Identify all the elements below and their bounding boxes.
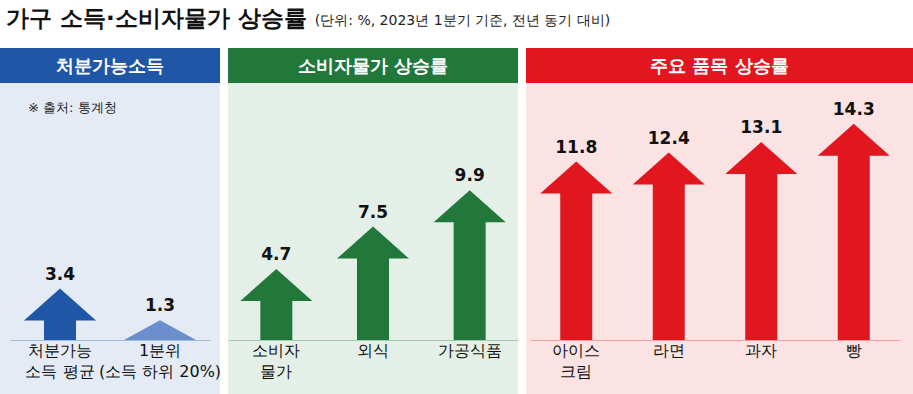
data-label: 7.5: [358, 202, 388, 222]
tick: 1분위 (소득 하위 20%): [99, 340, 221, 381]
panel-title: 주요 품목 상승률: [650, 55, 789, 76]
tick: 외식: [357, 340, 389, 360]
panel-title: 소비자물가 상승률: [298, 55, 448, 76]
arrow-bar: [24, 289, 96, 340]
data-label: 3.4: [45, 264, 75, 284]
plot-area: [540, 124, 890, 340]
tick-label-line: 크림: [560, 362, 592, 381]
tick-label: 과자: [745, 341, 777, 360]
data-label: 4.7: [261, 244, 291, 264]
panel-header: [0, 48, 220, 83]
data-label: 9.9: [455, 165, 485, 185]
data-label: 13.1: [740, 117, 782, 137]
tick-label: 외식: [357, 341, 389, 360]
arrow-bar: [240, 269, 312, 340]
tick-label: 아이스크림: [552, 341, 600, 381]
plot-area: [240, 190, 505, 340]
arrow-bar: [725, 142, 797, 340]
panel-background: [228, 48, 518, 394]
panel: 소비자물가 상승률 4.7 7.5 9.9 소비자물가 외식 가공식품: [228, 48, 519, 394]
tick-label: 소비자물가: [252, 341, 300, 381]
tick-label-line: 라면: [653, 341, 685, 360]
tick-label: 빵: [846, 341, 862, 360]
subtitle: (단위: %, 2023년 1분기 기준, 전년 동기 대비): [315, 12, 611, 28]
plot-area: [24, 289, 196, 340]
panel-background: [526, 48, 913, 394]
arrow-bar: [818, 124, 890, 340]
tick: 빵: [846, 340, 862, 360]
panel: 주요 품목 상승률 11.8 12.4 13.1 14.3 아이스크림 라면 과자 빵: [526, 48, 913, 394]
title: 가구 소득·소비자물가 상승률: [6, 5, 307, 31]
arrow-bar: [124, 320, 196, 340]
tick-label-line: 처분가능: [28, 341, 92, 360]
panel-header: [526, 48, 913, 83]
panel: 처분가능소득 ※ 출처: 통계청 3.4 1.3 처분가능소득 평균 1분위 (소득 하위 …: [0, 48, 221, 394]
tick-label-line: 가공식품: [438, 341, 502, 360]
tick-label-line: 물가: [260, 362, 292, 381]
arrow-bar: [633, 153, 705, 340]
tick: 가공식품: [438, 340, 502, 360]
arrow-bar: [540, 162, 612, 340]
panel-header: [228, 48, 518, 83]
data-label: 12.4: [648, 128, 690, 148]
tick-label-line: (소득 하위 20%): [99, 362, 221, 381]
tick-label-line: 소득 평균: [25, 362, 94, 381]
panel-background: [0, 48, 220, 394]
x-axis: 소비자물가 외식 가공식품: [229, 340, 519, 381]
tick: 소비자물가: [252, 340, 300, 381]
tick-label-line: 과자: [745, 341, 777, 360]
data-label: 1.3: [145, 295, 175, 315]
x-axis: 아이스크림 라면 과자 빵: [531, 340, 901, 381]
x-axis: 처분가능소득 평균 1분위 (소득 하위 20%): [11, 340, 222, 381]
tick-label-line: 1분위: [139, 341, 181, 360]
tick-label-line: 소비자: [252, 341, 300, 360]
tick: 처분가능소득 평균: [25, 340, 94, 381]
tick-label: 처분가능소득 평균: [25, 341, 94, 381]
arrow-bar: [337, 227, 409, 340]
data-label: 14.3: [833, 99, 875, 119]
tick-label: 라면: [653, 341, 685, 360]
arrow-bar: [434, 190, 506, 340]
tick-label-line: 외식: [357, 341, 389, 360]
tick-label-line: 아이스: [552, 341, 600, 360]
tick: 과자: [745, 340, 777, 360]
tick: 라면: [653, 340, 685, 360]
panel-title: 처분가능소득: [56, 55, 164, 76]
tick: 아이스크림: [552, 340, 600, 381]
tick-label: 가공식품: [438, 341, 502, 360]
annotation: ※ 출처: 통계청: [28, 100, 117, 115]
data-label: 11.8: [555, 137, 597, 157]
chart-root: 가구 소득·소비자물가 상승률 (단위: %, 2023년 1분기 기준, 전년 …: [0, 0, 913, 394]
tick-label: 1분위 (소득 하위 20%): [99, 341, 221, 381]
tick-label-line: 빵: [846, 341, 862, 360]
